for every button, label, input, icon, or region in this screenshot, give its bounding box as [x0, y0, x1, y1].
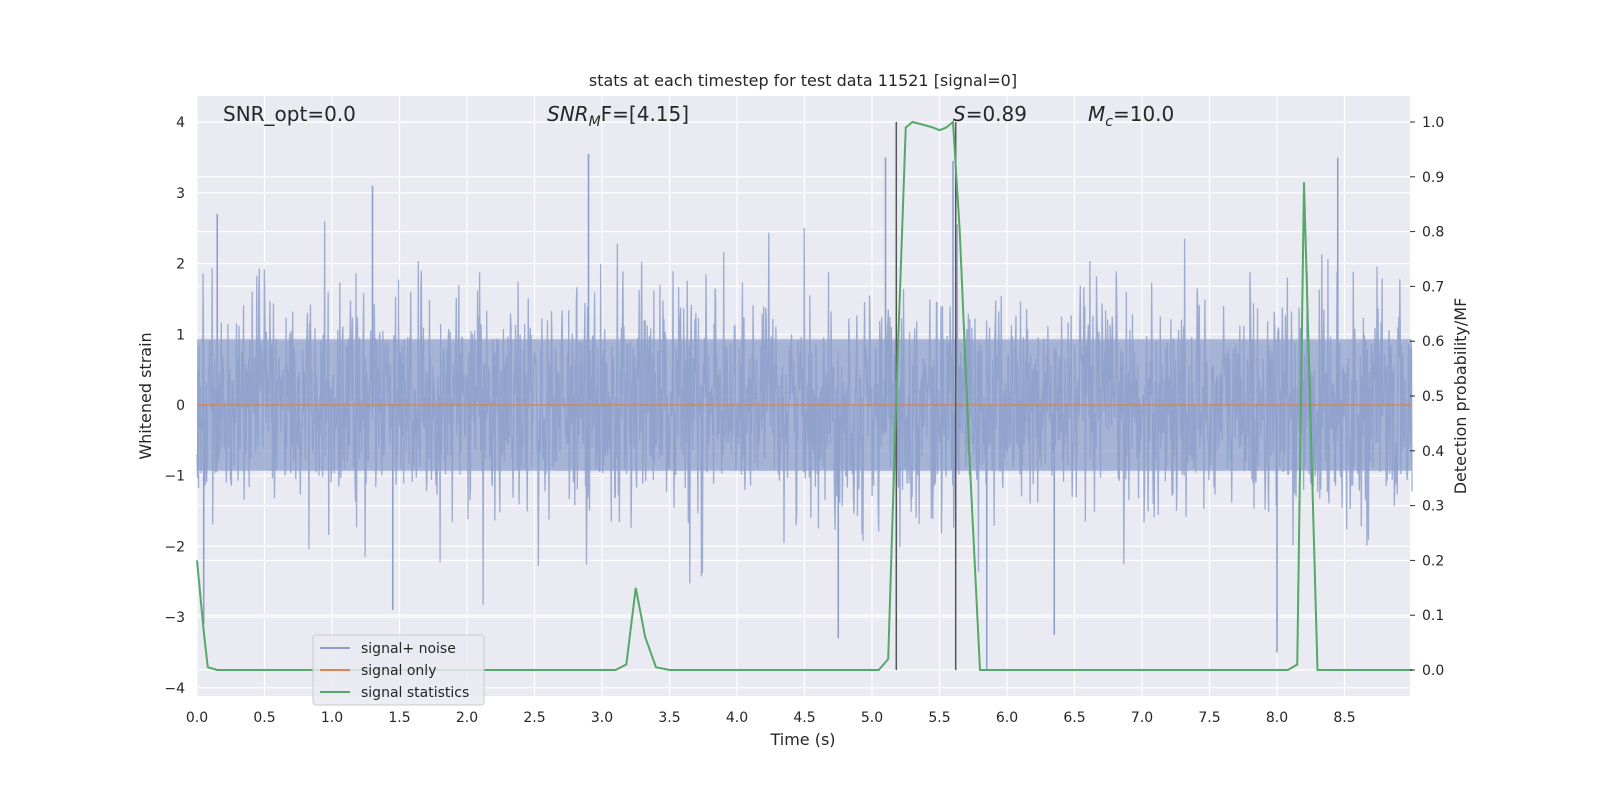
- annotation-mc-tail: =10.0: [1113, 102, 1174, 126]
- y-left-tick-label: −2: [164, 539, 185, 555]
- x-tick-label: 0.5: [253, 710, 275, 726]
- x-tick-label: 3.0: [591, 710, 613, 726]
- x-tick-label: 8.0: [1266, 710, 1288, 726]
- chart-title: stats at each timestep for test data 115…: [589, 71, 1017, 90]
- y-left-axis-label: Whitened strain: [136, 332, 155, 459]
- series-signal-statistics: [196, 119, 1412, 671]
- legend-label-signal-noise: signal+ noise: [361, 641, 456, 657]
- y-left-tick-label: 2: [176, 257, 185, 273]
- x-tick-label: 7.0: [1131, 710, 1153, 726]
- y-right-tick-label: 0.6: [1422, 334, 1444, 350]
- legend-box: [312, 634, 485, 706]
- annotation-snr-mf-sub: M: [589, 114, 601, 130]
- y-right-tick-label: 0.8: [1422, 225, 1444, 241]
- y-right-tick-label: 0.5: [1422, 389, 1444, 405]
- annotation-s-main: S: [953, 102, 966, 126]
- x-tick-label: 8.5: [1333, 710, 1355, 726]
- y-right-tick-label: 0.1: [1422, 608, 1444, 624]
- x-tick-labels: 0.0 0.5 1.0 1.5 2.0 2.5 3.0 3.5 4.0 4.5 5.0 5.5 6.0 6…: [186, 710, 1356, 726]
- annotation-s: S=0.89: [953, 102, 1027, 126]
- x-tick-label: 6.5: [1063, 710, 1085, 726]
- annotations: SNR_opt=0.0 SNRMF=[4.15] S=0.89 Mc=10.0: [223, 102, 1174, 130]
- y-right-axis-label: Detection probability/MF: [1451, 298, 1470, 495]
- y-left-tick-label: −1: [164, 469, 185, 485]
- y-left-tick-label: 0: [176, 398, 185, 414]
- y-right-tick-label: 0.7: [1422, 279, 1444, 295]
- x-axis-label: Time (s): [769, 730, 835, 749]
- y-right-tick-label: 0.3: [1422, 499, 1444, 515]
- x-tick-label: 0.0: [186, 710, 208, 726]
- x-tick-label: 2.5: [523, 710, 545, 726]
- y-left-tick-labels: 4 3 2 1 0 −1 −2 −3 −4: [164, 115, 185, 697]
- annotation-mc-sub: c: [1105, 114, 1113, 130]
- y-left-tick-label: 3: [176, 186, 185, 202]
- x-tick-label: 7.5: [1198, 710, 1220, 726]
- y-left-tick-label: −4: [164, 681, 185, 697]
- y-right-tick-label: 0.4: [1422, 444, 1444, 460]
- y-right-tick-label: 1.0: [1422, 115, 1444, 131]
- annotation-mc-main: M: [1088, 102, 1105, 126]
- legend-label-signal-statistics: signal statistics: [361, 685, 469, 701]
- x-tick-label: 2.0: [456, 710, 478, 726]
- annotation-snr-mf: SNRMF=[4.15]: [547, 102, 689, 130]
- y-right-tick-label: 0.2: [1422, 553, 1444, 569]
- legend-label-signal-only: signal only: [361, 663, 436, 679]
- x-tick-label: 5.0: [861, 710, 883, 726]
- x-tick-label: 5.5: [928, 710, 950, 726]
- annotation-snr-mf-tail: F=[4.15]: [601, 102, 689, 126]
- x-tick-label: 4.5: [793, 710, 815, 726]
- annotation-s-tail: =0.89: [966, 102, 1027, 126]
- y-right-tick-label: 0.0: [1422, 663, 1444, 679]
- x-tick-label: 6.0: [996, 710, 1018, 726]
- y-left-tick-label: −3: [164, 610, 185, 626]
- annotation-mc: Mc=10.0: [1088, 102, 1174, 130]
- x-tick-label: 1.0: [321, 710, 343, 726]
- y-left-tick-label: 1: [176, 327, 185, 343]
- legend: signal+ noise signal only signal statist…: [312, 634, 485, 706]
- annotation-snr-opt: SNR_opt=0.0: [223, 102, 356, 126]
- x-tick-label: 4.0: [726, 710, 748, 726]
- y-right-tick-labels: 1.0 0.9 0.8 0.7 0.6 0.5 0.4 0.3 0.2 0.1 0.0: [1410, 115, 1444, 679]
- annotation-snr-mf-main: SNR: [547, 102, 589, 126]
- x-tick-label: 3.5: [658, 710, 680, 726]
- y-left-tick-label: 4: [176, 115, 185, 131]
- y-right-tick-label: 0.9: [1422, 170, 1444, 186]
- x-tick-label: 1.5: [388, 710, 410, 726]
